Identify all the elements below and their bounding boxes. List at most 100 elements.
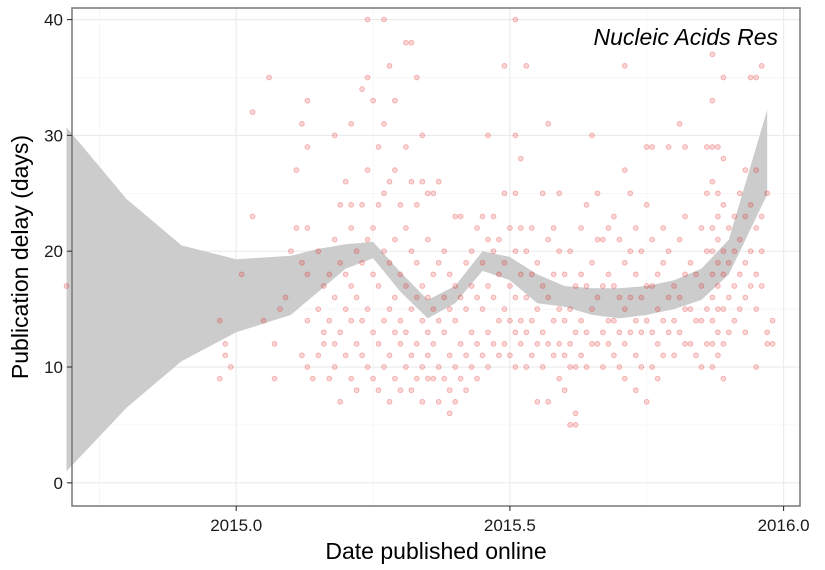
data-point xyxy=(485,283,491,289)
data-point xyxy=(315,306,322,312)
data-point xyxy=(720,341,727,347)
data-point xyxy=(348,375,355,382)
data-point xyxy=(709,97,716,104)
data-point xyxy=(446,352,453,359)
data-point xyxy=(758,213,765,220)
data-point xyxy=(715,352,721,359)
data-point xyxy=(654,271,661,278)
data-point xyxy=(479,213,486,220)
data-point xyxy=(682,306,688,312)
data-point xyxy=(381,364,387,370)
data-point xyxy=(539,190,546,197)
data-point xyxy=(381,248,387,255)
data-point xyxy=(320,341,327,347)
data-point xyxy=(517,341,524,347)
panel-border xyxy=(71,7,801,507)
data-point xyxy=(392,329,398,336)
data-point xyxy=(654,306,661,312)
data-point xyxy=(359,352,365,359)
data-point xyxy=(238,271,245,278)
data-point xyxy=(468,329,475,336)
data-point xyxy=(698,317,705,324)
data-point xyxy=(479,259,486,266)
data-point xyxy=(600,329,606,336)
data-point xyxy=(485,236,491,243)
data-point xyxy=(523,329,530,336)
data-point xyxy=(742,167,749,173)
data-point xyxy=(643,398,650,405)
data-point xyxy=(299,259,305,266)
data-point xyxy=(742,294,749,301)
data-point xyxy=(501,306,508,312)
data-point xyxy=(621,341,628,347)
data-point xyxy=(534,398,541,405)
y-axis-title: Publication delay (days) xyxy=(7,135,33,379)
data-point xyxy=(304,97,311,104)
data-point xyxy=(496,236,502,243)
data-point xyxy=(419,178,426,185)
data-point xyxy=(474,341,480,347)
data-point xyxy=(293,167,300,173)
data-point xyxy=(736,271,743,278)
data-point xyxy=(507,317,513,324)
data-point xyxy=(441,294,448,301)
data-point xyxy=(342,271,349,278)
data-point xyxy=(359,259,365,266)
data-point xyxy=(446,306,453,312)
data-point xyxy=(627,329,634,336)
data-point xyxy=(364,74,371,81)
data-point xyxy=(277,306,283,312)
data-point xyxy=(386,398,393,405)
data-point xyxy=(649,144,656,150)
data-point xyxy=(556,306,563,312)
data-point xyxy=(348,225,355,231)
data-point xyxy=(671,352,677,359)
data-point xyxy=(621,63,628,69)
data-point xyxy=(512,132,519,139)
data-point xyxy=(709,225,716,231)
data-point xyxy=(359,317,365,324)
data-point xyxy=(556,341,563,347)
data-point xyxy=(271,375,278,382)
data-point xyxy=(715,190,721,197)
data-point xyxy=(266,74,272,81)
data-point xyxy=(649,364,656,370)
data-point xyxy=(479,352,486,359)
data-point xyxy=(550,271,557,278)
data-point xyxy=(545,294,552,301)
data-point xyxy=(430,190,437,197)
data-point xyxy=(649,329,656,336)
data-point xyxy=(430,341,437,347)
data-point xyxy=(578,271,584,278)
data-point xyxy=(485,329,491,336)
x-axis: 2015.0 2015.5 2016.0 xyxy=(210,506,810,535)
data-point xyxy=(611,317,617,324)
data-point xyxy=(600,364,606,370)
data-point xyxy=(594,190,601,197)
data-point xyxy=(512,294,519,301)
data-point xyxy=(660,352,667,359)
data-point xyxy=(643,283,650,289)
data-point xyxy=(435,364,442,370)
data-point xyxy=(446,387,453,394)
data-point xyxy=(315,352,322,359)
data-point xyxy=(507,283,513,289)
data-point xyxy=(479,306,486,312)
data-point xyxy=(424,294,431,301)
data-point xyxy=(578,225,584,231)
data-point xyxy=(441,375,448,382)
data-point xyxy=(331,364,338,370)
data-point xyxy=(621,167,628,173)
data-point xyxy=(216,375,223,382)
data-point xyxy=(753,271,760,278)
data-point xyxy=(501,259,508,266)
data-point xyxy=(616,329,623,336)
data-point xyxy=(392,294,398,301)
data-point xyxy=(430,271,437,278)
data-point xyxy=(282,294,289,301)
data-point xyxy=(342,306,349,312)
data-point xyxy=(720,306,727,312)
data-point xyxy=(468,283,475,289)
data-point xyxy=(550,225,557,231)
data-point xyxy=(621,306,628,312)
